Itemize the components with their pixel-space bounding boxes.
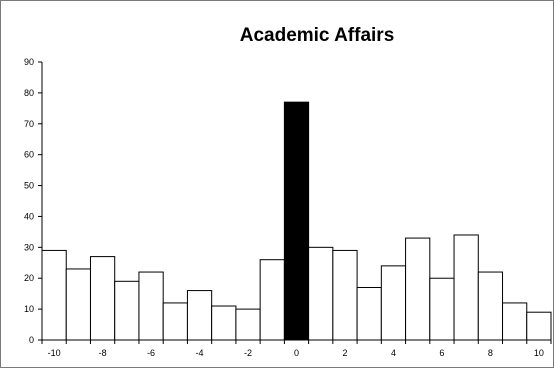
y-tick-label: 30 (24, 242, 34, 252)
x-tick-label: 10 (534, 348, 544, 358)
x-tick-label: -4 (196, 348, 204, 358)
x-tick-label: -6 (147, 348, 155, 358)
bar-highlighted (283, 101, 310, 341)
x-tick-label: -8 (99, 348, 107, 358)
y-tick-label: 70 (24, 119, 34, 129)
bar (162, 302, 188, 341)
y-tick-label: 50 (24, 181, 34, 191)
bar (89, 256, 116, 341)
chart-title: Academic Affairs (240, 25, 395, 46)
bar (259, 259, 285, 341)
bar (114, 280, 140, 341)
bar (211, 305, 237, 341)
y-tick-label: 20 (24, 273, 34, 283)
bar (405, 237, 431, 341)
bar (477, 271, 504, 341)
bar (65, 268, 91, 341)
x-tick-label: 2 (342, 348, 347, 358)
bar (502, 302, 528, 341)
y-tick-label: 90 (24, 57, 34, 67)
bar (356, 286, 382, 341)
y-tick-label: 60 (24, 150, 34, 160)
x-axis: -10 -8 -6 -4 -2 0 2 4 6 8 10 (41, 339, 552, 358)
y-tick-label: 40 (24, 211, 34, 221)
bar (41, 249, 67, 341)
bar (380, 265, 407, 341)
y-tick-label: 80 (24, 88, 34, 98)
bar (453, 234, 479, 341)
bar (308, 246, 334, 341)
bar (332, 249, 358, 341)
bars (41, 101, 552, 341)
x-tick-label: 0 (294, 348, 299, 358)
x-tick-label: 4 (391, 348, 396, 358)
y-axis: 0 10 20 30 40 50 60 70 80 90 (24, 57, 43, 345)
x-tick-label: -10 (48, 348, 61, 358)
y-tick-label: 10 (24, 304, 34, 314)
y-tick-label: 0 (29, 335, 34, 345)
x-tick-label: 8 (488, 348, 493, 358)
bar (138, 271, 164, 341)
x-tick-label: 6 (439, 348, 444, 358)
bar (235, 308, 261, 341)
bar (429, 277, 455, 341)
x-tick-label: -2 (244, 348, 252, 358)
bar (526, 311, 552, 341)
bar (186, 290, 213, 341)
